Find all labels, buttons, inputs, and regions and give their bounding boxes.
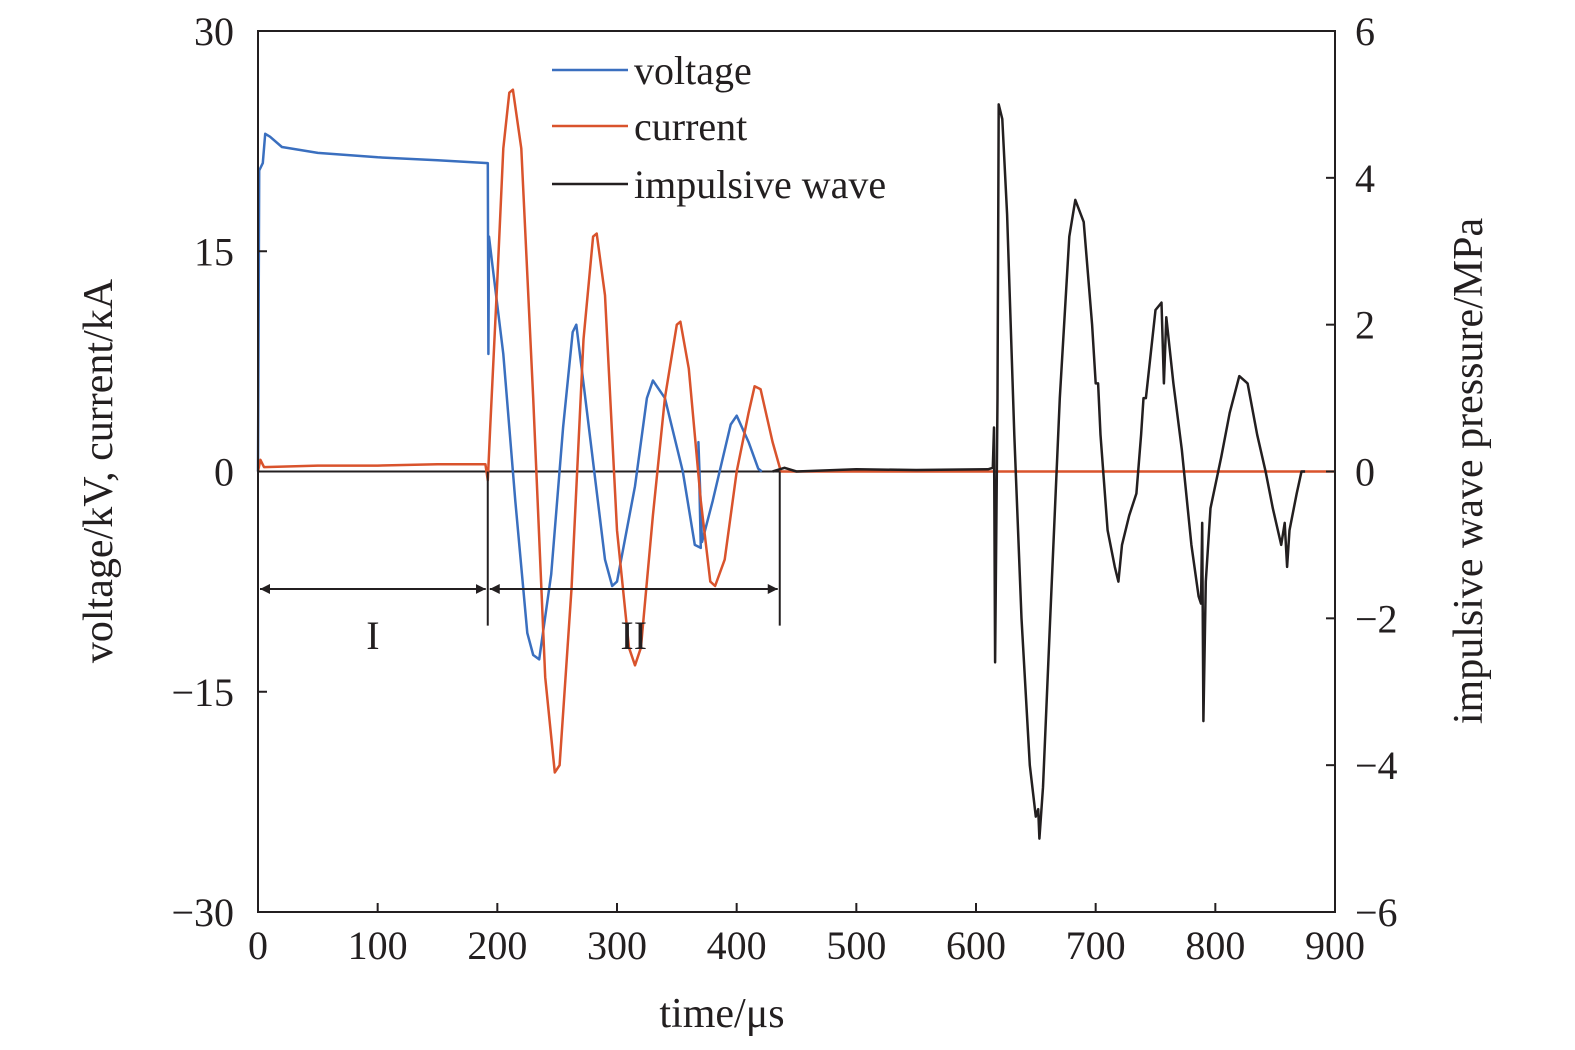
series-line-voltage [256,132,763,661]
series-line-impulsive-wave [772,103,1306,840]
y-left-tick-label: 0 [214,450,234,495]
y-right-tick-label: −4 [1355,743,1398,788]
y-left-tick-label: −30 [171,890,234,935]
y-right-tick-label: 2 [1355,303,1375,348]
legend: voltage current impulsive wave [552,48,886,207]
y-left-tick-label: 15 [194,229,234,274]
x-tick-label: 0 [248,923,268,968]
y-left-tick-label: −15 [171,670,234,715]
y-right-tick-label: −2 [1355,596,1398,641]
x-tick-label: 900 [1305,923,1365,968]
legend-label-current: current [634,104,747,149]
x-tick-label: 500 [826,923,886,968]
x-tick-label: 400 [707,923,767,968]
x-tick-label: 800 [1185,923,1245,968]
y-left-tick-label: 30 [194,9,234,54]
y-axis-left-label: voltage/kV, current/kA [76,278,122,663]
legend-label-impulsive-wave: impulsive wave [634,162,886,207]
x-tick-label: 700 [1066,923,1126,968]
x-tick-label: 300 [587,923,647,968]
y-right-tick-label: 6 [1355,9,1375,54]
y-right-tick-label: 4 [1355,156,1375,201]
x-tick-label: 100 [348,923,408,968]
y-axis-right-label: impulsive wave pressure/MPa [1446,218,1492,725]
y-right-tick-label: 0 [1355,450,1375,495]
tick-layer: 0 100 200 300 400 500 600 700 800 900 30 15 0 −15 −30 6… [171,9,1397,968]
y-right-tick-label: −6 [1355,890,1398,935]
legend-label-voltage: voltage [634,48,752,93]
x-axis-label: time/μs [659,991,784,1037]
region-label-I: I [366,613,379,658]
x-tick-label: 600 [946,923,1006,968]
region-label-II: II [620,613,647,658]
annotation-layer: I II [260,471,781,658]
x-tick-label: 200 [467,923,527,968]
